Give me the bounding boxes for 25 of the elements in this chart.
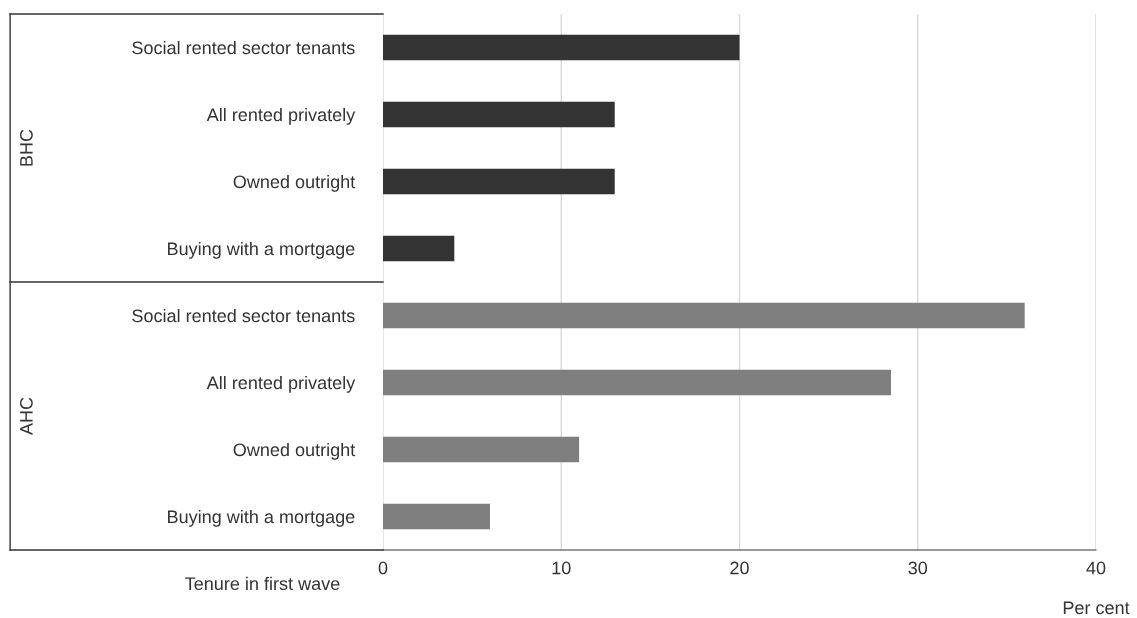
bar: [383, 34, 740, 61]
x-tick-label: 30: [908, 561, 928, 575]
y-tick-label: All rented privately: [206, 375, 356, 393]
bar: [383, 302, 1025, 329]
y-tick-label: Social rented sector tenants: [132, 40, 355, 55]
bar: [383, 168, 615, 195]
y-tick-label: All rented privately: [206, 107, 356, 125]
bar: [383, 436, 580, 463]
y-tick-label: Owned outright: [233, 174, 356, 192]
y-axis-title: Tenure in first wave: [185, 576, 340, 591]
y-tick-label: Buying with a mortgage: [168, 241, 355, 259]
y-tick-label: Buying with a mortgage: [168, 509, 355, 527]
bar: [383, 369, 892, 396]
bar: [383, 101, 615, 128]
x-tick-label: 40: [1086, 561, 1106, 575]
bar: [383, 235, 455, 262]
x-tick-label: 20: [730, 561, 749, 575]
y-tick-label: Owned outright: [233, 442, 356, 460]
text: BHC: [19, 129, 33, 166]
x-tick-label: 0: [378, 561, 388, 575]
x-tick-label: 10: [552, 561, 571, 575]
bar: [383, 503, 490, 530]
x-axis-title: Per cent: [1063, 601, 1130, 615]
text: AHC: [19, 397, 33, 436]
y-tick-label: Social rented sector tenants: [132, 308, 355, 323]
